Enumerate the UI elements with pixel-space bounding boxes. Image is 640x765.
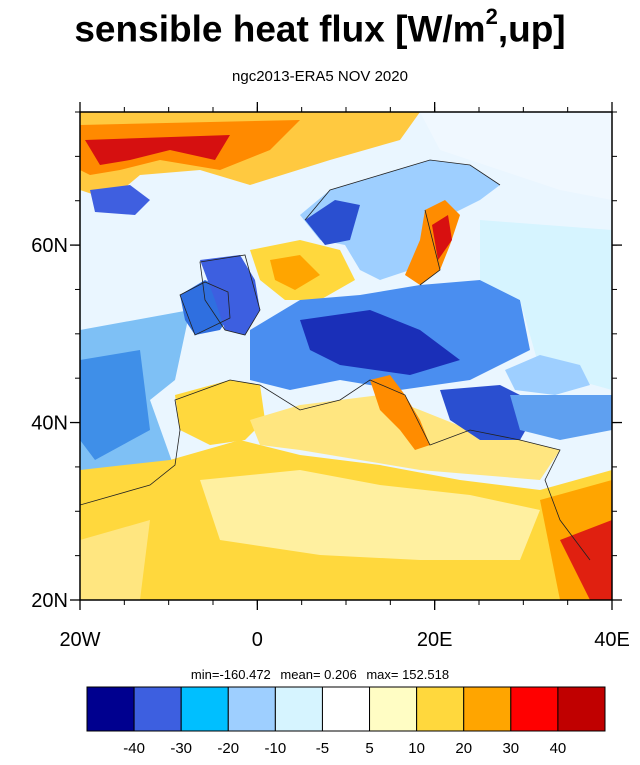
scandinavia-coastline [304, 159, 501, 286]
colorbar-box [463, 686, 512, 732]
map-field [80, 112, 612, 600]
mediterranean [250, 395, 560, 480]
great-britain-cold [200, 255, 260, 335]
colorbar-box [321, 686, 371, 732]
colorbar-box [416, 686, 465, 732]
colorbar-box [180, 686, 229, 732]
colorbar-box [510, 686, 559, 732]
colorbar-label: 5 [365, 740, 373, 757]
lon-tick-label: 0 [252, 629, 263, 651]
colorbar-labels: -40 -30 -20 -10 -5 5 10 20 30 40 [123, 740, 566, 757]
lat-tick-label: 60N [31, 235, 68, 257]
north-sea-warmer [270, 255, 320, 290]
heat-flux-map: 20N 40N 60N 20W 0 20E 40E [31, 102, 630, 651]
coastline [80, 379, 591, 561]
chart-title: sensible heat flux [W/m2,up] [74, 4, 566, 50]
alps-cold-core [300, 310, 460, 375]
british-isles-coastline [179, 254, 261, 336]
colorbar-label: -5 [316, 740, 329, 757]
lon-tick-label: 20E [417, 629, 453, 651]
barents-neutral-zone [420, 112, 612, 200]
atlantic-africa-coast [80, 520, 150, 600]
lat-tick-label: 20N [31, 590, 68, 612]
norway-coast-cold [305, 200, 360, 245]
colorbar-label: -30 [170, 740, 192, 757]
colorbar-boxes [86, 686, 606, 732]
sahara-lighter [200, 470, 540, 560]
stats-line: min=-160.472 mean= 0.206 max= 152.518 [0, 667, 640, 682]
north-atlantic-hot-core [85, 135, 230, 165]
colorbar-label: -20 [217, 740, 239, 757]
red-sea-hot [560, 520, 612, 600]
map-axes: 20N 40N 60N 20W 0 20E 40E [31, 102, 630, 651]
stat-min: min=-160.472 [190, 667, 271, 682]
lon-tick-label: 40E [594, 629, 630, 651]
stat-max: max= 152.518 [366, 667, 450, 682]
colorbar-box [133, 686, 182, 732]
colorbar-label: 10 [408, 740, 425, 757]
eastern-europe-neutral [480, 220, 612, 390]
black-sea [505, 355, 590, 395]
iberia-warm [175, 380, 265, 445]
colorbar-label: -10 [265, 740, 287, 757]
colorbar-box [369, 686, 418, 732]
baltic-hot [432, 215, 452, 260]
colorbar-label: 30 [502, 740, 519, 757]
anatolia-cool [510, 395, 612, 440]
colorbar-label: 20 [455, 740, 472, 757]
iceland-cold [90, 185, 150, 215]
lat-tick-label: 40N [31, 413, 68, 435]
atlantic-cold-zone [80, 350, 150, 460]
chart-subtitle: ngc2013-ERA5 NOV 2020 [232, 68, 408, 85]
scandinavia-cool [300, 160, 500, 280]
colorbar-box [227, 686, 276, 732]
lon-tick-label: 20W [59, 629, 100, 651]
colorbar-box [274, 686, 323, 732]
italy-warm [370, 375, 430, 450]
colorbar-box [557, 686, 606, 732]
stat-mean: mean= 0.206 [280, 667, 357, 682]
colorbar-label: 40 [550, 740, 567, 757]
colorbar-box [86, 686, 135, 732]
colorbar-label: -40 [123, 740, 145, 757]
